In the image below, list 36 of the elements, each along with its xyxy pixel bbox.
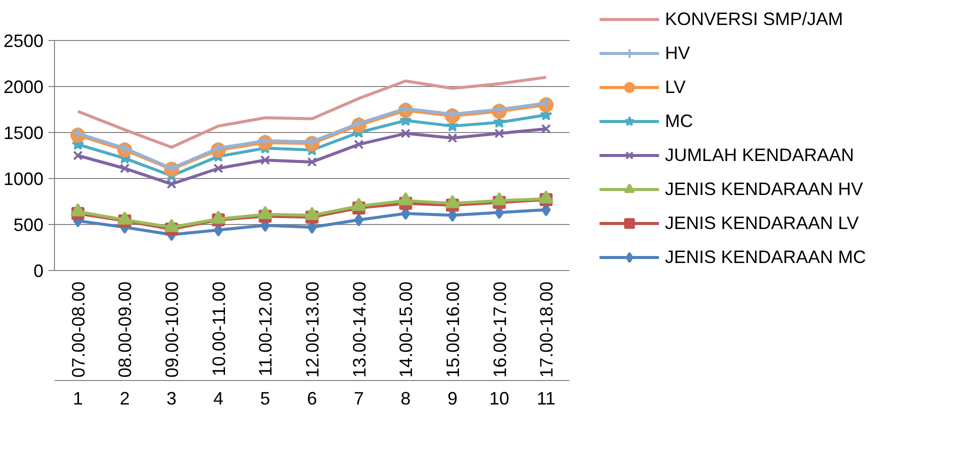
text: 10 [489, 388, 510, 408]
x-tick-label: 17.00-18.00 [536, 281, 557, 378]
text: 4 [213, 388, 224, 408]
legend-label: HV [665, 42, 690, 64]
text: 7 [354, 388, 364, 408]
x-tick-label: 09.00-10.00 [162, 281, 182, 378]
text: 8 [400, 388, 411, 408]
text: 6 [306, 388, 318, 408]
text: 1 [72, 388, 83, 408]
y-tick-label: 1000 [3, 169, 44, 189]
text: 2 [120, 388, 130, 408]
legend-label: MC [665, 110, 693, 132]
x-tick-label: 07.00-08.00 [68, 281, 88, 378]
legend-label: LV [665, 76, 686, 98]
x-tick-label: 12.00-13.00 [302, 281, 322, 378]
y-tick-label: 500 [13, 215, 44, 235]
text: 11 [536, 388, 556, 408]
legend-label: JUMLAH KENDARAAN [665, 144, 854, 166]
legend-label: JENIS KENDARAAN LV [665, 212, 859, 234]
y-tick-label: 2000 [3, 77, 44, 97]
x-tick-label: 13.00-14.00 [349, 281, 370, 378]
x-tick-label: 16.00-17.00 [490, 281, 510, 378]
text: 9 [447, 388, 458, 408]
x-tick-label: 08.00-09.00 [115, 281, 136, 378]
legend-label: JENIS KENDARAAN HV [665, 178, 864, 200]
text: 5 [260, 388, 270, 408]
x-tick-label: 10.00-11.00 [208, 281, 229, 376]
legend-label: JENIS KENDARAAN MC [665, 246, 866, 268]
x-tick-label: 15.00-16.00 [442, 281, 463, 378]
text: 3 [166, 388, 177, 408]
x-tick-label: 11.00-12.00 [256, 281, 276, 376]
legend-label: KONVERSI SMP/JAM [665, 8, 844, 30]
y-tick-label: 2500 [3, 31, 44, 51]
y-tick-label: 0 [33, 261, 44, 281]
y-tick-label: 1500 [3, 123, 44, 143]
x-tick-label: 14.00-15.00 [396, 281, 416, 378]
